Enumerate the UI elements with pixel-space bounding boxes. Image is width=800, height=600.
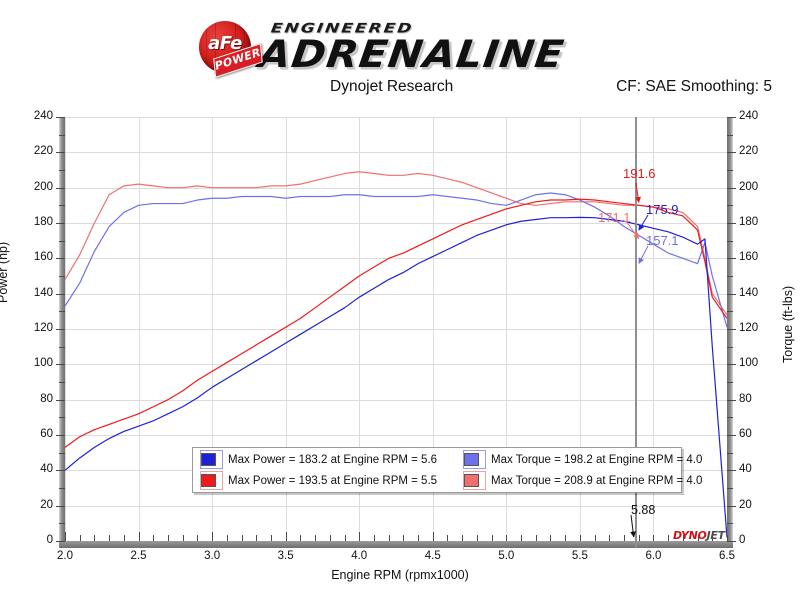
x-tick-label: 3.5 (277, 550, 294, 562)
legend-label: Max Power = 183.2 at Engine RPM = 5.6 (228, 453, 438, 466)
power-swatch-icon (200, 453, 216, 466)
watermark-dyno: DYNO (673, 529, 707, 542)
y-tick-label: 140 (33, 286, 53, 299)
legend-item-power-stock: Max Power = 193.5 at Engine RPM = 5.5 (193, 470, 461, 491)
y-tick-label: 180 (33, 216, 53, 228)
chart-header: aFe POWER ENGINEERED ADRENALINE Dynojet … (0, 0, 800, 103)
y2-tick-label: 20 (739, 498, 752, 511)
blue-power-readout: 175.9 (646, 202, 679, 217)
bottom-axis-bar (59, 541, 733, 548)
y2-tick-label: 60 (739, 428, 752, 440)
x-tick-label: 4.5 (424, 550, 441, 562)
y-tick-label: 0 (46, 534, 53, 546)
afe-logo-brand: aFe (208, 33, 242, 54)
torque-swatch-icon (463, 474, 479, 487)
legend-row: Max Power = 193.5 at Engine RPM = 5.5 Ma… (193, 470, 702, 491)
y2-tick-label: 240 (739, 110, 759, 122)
y-axis-title-left: Power (hp) (0, 241, 10, 303)
x-tick-label: 6.0 (645, 550, 662, 562)
legend-swatch-box (200, 450, 223, 469)
y-tick-label: 160 (33, 251, 53, 264)
y-tick-label: 200 (33, 180, 53, 193)
y2-tick-label: 80 (739, 392, 752, 405)
y-tick-label: 60 (40, 428, 53, 440)
dyno-chart: 0 20 40 60 80 100 120 140 160 180 200 220 240 0 20 40 60… (0, 103, 800, 600)
right-axis-bar (727, 117, 733, 548)
power-swatch-icon (200, 474, 216, 487)
watermark-jet: JET (706, 529, 726, 542)
y-tick-label: 240 (33, 110, 53, 122)
y2-tick-label: 220 (739, 145, 759, 158)
dynojet-watermark: DYNOJET (673, 529, 725, 542)
afe-power-logo: aFe POWER (197, 19, 263, 78)
left-axis-bar (59, 117, 65, 548)
x-tick-label: 4.0 (351, 550, 368, 562)
y2-tick-label: 40 (739, 463, 752, 476)
legend-item-torque-stock: Max Torque = 208.9 at Engine RPM = 4.0 (461, 470, 702, 491)
legend-swatch-box (200, 471, 223, 490)
x-tick-label: 2.5 (130, 550, 147, 562)
pink-power-readout: 171.1 (598, 210, 631, 225)
y-tick-label: 20 (40, 498, 53, 511)
x-tick-label: 6.5 (719, 550, 735, 562)
legend-label: Max Power = 193.5 at Engine RPM = 5.5 (228, 474, 438, 487)
y2-tick-label: 200 (739, 180, 759, 193)
y2-tick-label: 160 (739, 251, 759, 264)
y-tick-label: 40 (40, 463, 53, 476)
cursor-rpm-label: 5.88 (631, 503, 656, 517)
y2-tick-label: 180 (739, 216, 759, 228)
correction-factor-note: CF: SAE Smoothing: 5 (616, 78, 772, 95)
y-tick-label: 100 (33, 357, 53, 370)
legend-swatch-box (463, 450, 486, 469)
chart-subtitle: Dynojet Research (330, 78, 454, 95)
y-tick-label: 80 (40, 392, 53, 405)
x-axis-title: Engine RPM (rpmx1000) (331, 568, 469, 582)
y-tick-label: 220 (33, 145, 53, 158)
lblue-torque-readout: 157.1 (646, 233, 679, 248)
legend-item-power-modified: Max Power = 183.2 at Engine RPM = 5.6 (193, 449, 461, 470)
chart-legend: Max Power = 183.2 at Engine RPM = 5.6 Ma… (192, 447, 702, 493)
y2-tick-label: 100 (739, 357, 759, 370)
wordmark-adrenaline: ADRENALINE (256, 32, 568, 77)
red-torque-readout: 191.6 (623, 166, 656, 181)
y2-tick-label: 0 (739, 534, 746, 546)
y2-tick-label: 120 (739, 322, 759, 334)
y2-tick-label: 140 (739, 286, 759, 299)
y-axis-title-right: Torque (ft-lbs) (781, 285, 795, 363)
cursor-line[interactable] (634, 117, 637, 548)
x-tick-label: 3.0 (204, 550, 221, 562)
torque-swatch-icon (463, 453, 479, 466)
x-tick-label: 5.0 (498, 550, 515, 562)
legend-swatch-box (463, 471, 486, 490)
legend-label: Max Torque = 198.2 at Engine RPM = 4.0 (491, 453, 703, 466)
legend-item-torque-modified: Max Torque = 198.2 at Engine RPM = 4.0 (461, 449, 702, 470)
legend-row: Max Power = 183.2 at Engine RPM = 5.6 Ma… (193, 449, 702, 470)
legend-label: Max Torque = 208.9 at Engine RPM = 4.0 (491, 474, 703, 487)
x-tick-label: 5.5 (571, 550, 588, 562)
x-tick-label: 2.0 (57, 550, 73, 562)
y-tick-label: 120 (33, 322, 53, 334)
